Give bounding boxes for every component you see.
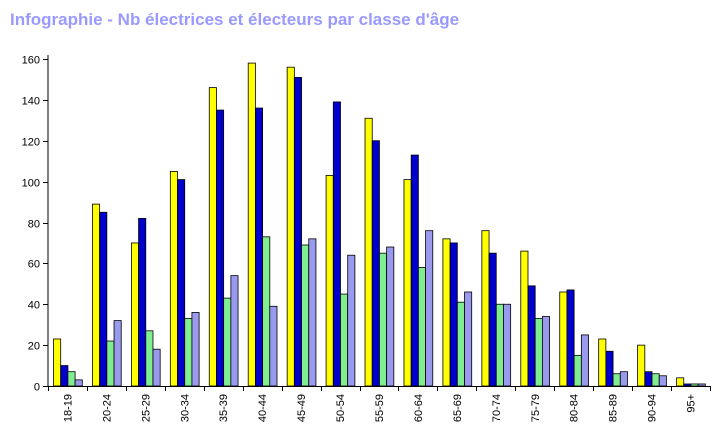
x-tick-label: 45-49 xyxy=(296,394,308,422)
x-tick-label: 20-24 xyxy=(101,394,113,422)
bar-20-24-s4 xyxy=(113,320,122,387)
bar-18-19-s4 xyxy=(74,379,83,387)
bar-20-24-s3 xyxy=(106,340,115,387)
y-tick-label: 0 xyxy=(34,382,40,394)
bar-60-64-s1 xyxy=(403,179,412,387)
x-tick-label: 60-64 xyxy=(413,394,425,422)
bar-75-79-s4 xyxy=(541,316,550,387)
y-tick-label: 100 xyxy=(22,178,40,190)
bar-55-59-s4 xyxy=(386,246,395,387)
bar-65-69-s2 xyxy=(449,242,458,387)
bar-45-49-s1 xyxy=(286,66,295,387)
bar-90-94-s4 xyxy=(658,375,667,387)
y-tick-label: 120 xyxy=(22,137,40,149)
bar-35-39-s3 xyxy=(223,297,232,387)
bar-25-29-s1 xyxy=(130,242,139,387)
bar-25-29-s2 xyxy=(138,218,147,387)
x-tick-label: 80-84 xyxy=(569,394,581,422)
bar-75-79-s2 xyxy=(527,285,536,387)
bar-25-29-s4 xyxy=(152,348,161,387)
bar-45-49-s4 xyxy=(308,238,317,387)
bar-35-39-s1 xyxy=(208,87,217,387)
bar-70-74-s1 xyxy=(481,230,490,387)
bar-35-39-s2 xyxy=(216,109,225,387)
bar-90-94-s1 xyxy=(637,344,646,387)
bar-70-74-s4 xyxy=(503,303,512,387)
bar-95+-s1 xyxy=(676,377,685,387)
bar-30-34-s4 xyxy=(191,312,200,387)
bar-18-19-s2 xyxy=(60,365,69,387)
bar-40-44-s4 xyxy=(269,305,278,387)
bar-55-59-s1 xyxy=(364,117,373,387)
x-tick-label: 18-19 xyxy=(62,394,74,422)
bar-70-74-s2 xyxy=(488,252,497,387)
bar-95+-s3 xyxy=(690,383,699,387)
bar-40-44-s2 xyxy=(255,107,264,387)
bar-20-24-s1 xyxy=(92,203,101,387)
bar-45-49-s3 xyxy=(301,244,310,387)
bar-60-64-s2 xyxy=(410,154,419,387)
bar-95+-s2 xyxy=(683,383,692,387)
x-tick-label: 40-44 xyxy=(257,394,269,422)
bar-65-69-s4 xyxy=(464,291,473,387)
x-axis: 18-19 20-24 25-29 30-34 35-39 40-44 45-49 50-54… xyxy=(48,386,711,422)
bar-50-54-s3 xyxy=(340,293,349,387)
bar-25-29-s3 xyxy=(145,330,154,387)
bar-80-84-s4 xyxy=(580,334,589,387)
x-tick-label: 90-94 xyxy=(647,394,659,422)
y-axis: 0 20 40 60 80 100 120 140 160 xyxy=(22,55,49,394)
x-tick-label: 65-69 xyxy=(452,394,464,422)
y-tick-label: 160 xyxy=(22,55,40,67)
y-tick-label: 20 xyxy=(28,341,40,353)
y-tick-label: 140 xyxy=(22,96,40,108)
bars xyxy=(53,62,706,387)
bar-30-34-s1 xyxy=(169,171,178,387)
bar-80-84-s3 xyxy=(573,354,582,387)
y-tick-label: 80 xyxy=(28,219,40,231)
bar-95+-s4 xyxy=(697,383,706,387)
bar-40-44-s3 xyxy=(262,236,271,387)
x-tick-label: 70-74 xyxy=(491,394,503,422)
bar-30-34-s2 xyxy=(177,179,186,387)
bar-55-59-s3 xyxy=(379,252,388,387)
bar-75-79-s1 xyxy=(520,250,529,387)
bar-85-89-s4 xyxy=(619,371,628,387)
bar-80-84-s1 xyxy=(559,291,568,387)
bar-60-64-s3 xyxy=(417,267,426,387)
bar-20-24-s2 xyxy=(99,211,108,387)
bar-75-79-s3 xyxy=(534,318,543,387)
bar-40-44-s1 xyxy=(247,62,256,387)
bar-50-54-s2 xyxy=(332,101,341,387)
x-tick-label: 85-89 xyxy=(608,394,620,422)
bar-90-94-s3 xyxy=(651,373,660,387)
x-tick-label: 75-79 xyxy=(530,394,542,422)
bar-85-89-s1 xyxy=(598,338,607,387)
bar-65-69-s1 xyxy=(442,238,451,387)
bar-65-69-s3 xyxy=(456,301,465,387)
x-tick-label: 95+ xyxy=(686,394,698,413)
x-tick-label: 30-34 xyxy=(179,394,191,422)
bar-18-19-s1 xyxy=(53,338,62,387)
bar-50-54-s1 xyxy=(325,175,334,387)
bar-85-89-s2 xyxy=(605,350,614,387)
bar-70-74-s3 xyxy=(495,303,504,387)
bar-90-94-s2 xyxy=(644,371,653,387)
bar-55-59-s2 xyxy=(371,140,380,387)
x-tick-label: 55-59 xyxy=(374,394,386,422)
bar-85-89-s3 xyxy=(612,373,621,387)
bar-80-84-s2 xyxy=(566,289,575,387)
x-tick-label: 35-39 xyxy=(218,394,230,422)
bar-18-19-s3 xyxy=(67,371,76,387)
bar-50-54-s4 xyxy=(347,254,356,387)
x-tick-label: 50-54 xyxy=(335,394,347,422)
y-tick-label: 40 xyxy=(28,300,40,312)
bar-35-39-s4 xyxy=(230,275,239,387)
y-tick-label: 60 xyxy=(28,259,40,271)
bar-45-49-s2 xyxy=(293,76,302,387)
chart-title: Infographie - Nb électrices et électeurs… xyxy=(10,10,460,29)
x-tick-label: 25-29 xyxy=(140,394,152,422)
bar-60-64-s4 xyxy=(425,230,434,387)
bar-30-34-s3 xyxy=(184,318,193,387)
